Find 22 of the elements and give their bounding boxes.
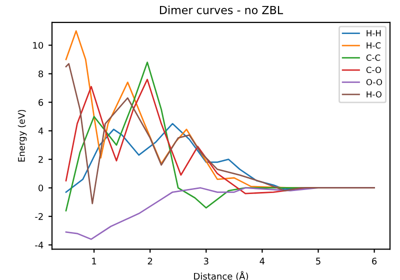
- x-tick-label: 1: [92, 258, 96, 264]
- legend-label: C-C: [366, 54, 380, 61]
- legend-label: H-O: [366, 91, 382, 98]
- x-tick-label: 6: [372, 258, 377, 265]
- x-tick-label: 2: [148, 258, 152, 264]
- legend-label: C-O: [366, 66, 382, 74]
- x-tick-label: 5: [316, 258, 320, 265]
- y-tick-label: 10: [33, 42, 44, 49]
- y-tick-label: 6: [38, 99, 44, 106]
- chart-title: Dimer curves - no ZBL: [160, 6, 284, 14]
- y-tick-label: -4: [35, 242, 44, 248]
- x-tick-label: 4: [260, 258, 265, 264]
- legend-label: H-H: [366, 30, 381, 36]
- y-tick-label: 2: [38, 156, 43, 163]
- y-tick-label: 4: [38, 128, 44, 134]
- y-tick-label: 0: [38, 184, 44, 192]
- y-tick-label: 8: [38, 70, 44, 78]
- legend-label: H-C: [366, 42, 381, 49]
- y-axis-title: Energy (eV): [18, 110, 27, 162]
- x-tick-label: 3: [204, 258, 208, 265]
- legend-label: O-O: [366, 78, 382, 86]
- y-tick-label: -2: [35, 213, 43, 220]
